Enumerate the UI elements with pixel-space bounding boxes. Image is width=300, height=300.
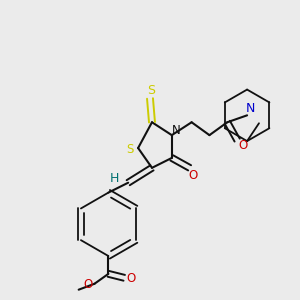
Text: S: S [127, 142, 134, 155]
Text: O: O [83, 278, 92, 291]
Text: O: O [188, 169, 197, 182]
Text: O: O [238, 139, 248, 152]
Text: N: N [245, 102, 255, 115]
Text: O: O [127, 272, 136, 285]
Text: S: S [147, 84, 155, 97]
Text: H: H [110, 172, 119, 185]
Text: N: N [172, 124, 181, 137]
